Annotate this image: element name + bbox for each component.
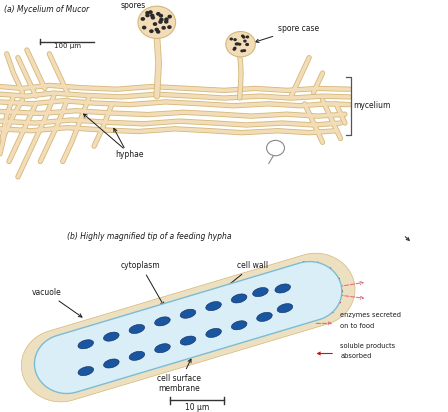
Circle shape <box>158 20 163 24</box>
Circle shape <box>241 35 245 37</box>
Circle shape <box>233 38 237 41</box>
Text: cell wall: cell wall <box>214 261 268 297</box>
Circle shape <box>145 11 150 15</box>
Circle shape <box>161 26 166 30</box>
Circle shape <box>243 40 247 42</box>
Circle shape <box>229 37 233 40</box>
Ellipse shape <box>155 317 170 326</box>
Circle shape <box>148 10 153 14</box>
Text: enzymes secreted: enzymes secreted <box>340 312 401 318</box>
Circle shape <box>150 14 155 17</box>
Ellipse shape <box>277 304 293 313</box>
Circle shape <box>246 35 249 38</box>
Text: 10 μm: 10 μm <box>185 403 209 412</box>
Ellipse shape <box>257 312 272 321</box>
Circle shape <box>151 16 155 20</box>
Circle shape <box>246 43 249 46</box>
Text: on to food: on to food <box>340 323 375 328</box>
Circle shape <box>240 49 244 52</box>
Text: spores: spores <box>121 2 146 16</box>
Circle shape <box>233 47 237 50</box>
Text: 100 μm: 100 μm <box>54 43 81 49</box>
Circle shape <box>155 28 159 32</box>
Text: nuclei: nuclei <box>54 351 104 377</box>
Circle shape <box>149 29 154 33</box>
Ellipse shape <box>155 344 170 353</box>
Ellipse shape <box>253 288 268 297</box>
Circle shape <box>142 26 146 30</box>
Circle shape <box>141 17 145 21</box>
Circle shape <box>156 12 160 16</box>
Circle shape <box>138 6 176 38</box>
Circle shape <box>226 32 255 57</box>
Ellipse shape <box>129 351 145 360</box>
Circle shape <box>159 18 164 21</box>
Circle shape <box>168 15 172 19</box>
Ellipse shape <box>129 325 145 334</box>
Circle shape <box>236 42 239 45</box>
Text: vacuole: vacuole <box>31 288 82 317</box>
Polygon shape <box>22 253 355 402</box>
Circle shape <box>243 49 246 52</box>
Circle shape <box>164 17 169 21</box>
Circle shape <box>242 35 246 39</box>
Ellipse shape <box>103 332 119 341</box>
Text: absorbed: absorbed <box>340 353 372 358</box>
Circle shape <box>156 30 160 34</box>
Text: soluble products: soluble products <box>340 343 396 349</box>
Ellipse shape <box>78 340 94 349</box>
Ellipse shape <box>103 359 119 368</box>
Ellipse shape <box>231 321 247 330</box>
Circle shape <box>233 48 236 51</box>
Text: spore case: spore case <box>255 24 319 42</box>
Circle shape <box>164 20 168 23</box>
Circle shape <box>167 25 172 29</box>
Text: hyphae: hyphae <box>116 150 144 159</box>
Ellipse shape <box>275 284 290 293</box>
Ellipse shape <box>78 367 94 376</box>
Text: mycelium: mycelium <box>353 101 390 110</box>
Circle shape <box>159 14 163 18</box>
Text: (b) Highly magnified tip of a feeding hypha: (b) Highly magnified tip of a feeding hy… <box>67 232 232 241</box>
Text: cytoplasm: cytoplasm <box>121 261 164 306</box>
Circle shape <box>145 14 150 17</box>
Ellipse shape <box>206 302 221 311</box>
Circle shape <box>153 22 157 26</box>
Circle shape <box>246 43 249 46</box>
Text: cell surface
membrane: cell surface membrane <box>157 359 201 393</box>
Ellipse shape <box>180 309 196 318</box>
Polygon shape <box>34 262 342 393</box>
Ellipse shape <box>206 328 221 337</box>
Circle shape <box>235 42 238 45</box>
Ellipse shape <box>231 294 247 303</box>
Text: (a) Mycelium of Mucor: (a) Mycelium of Mucor <box>4 5 89 14</box>
Ellipse shape <box>180 336 196 345</box>
Circle shape <box>238 43 241 46</box>
